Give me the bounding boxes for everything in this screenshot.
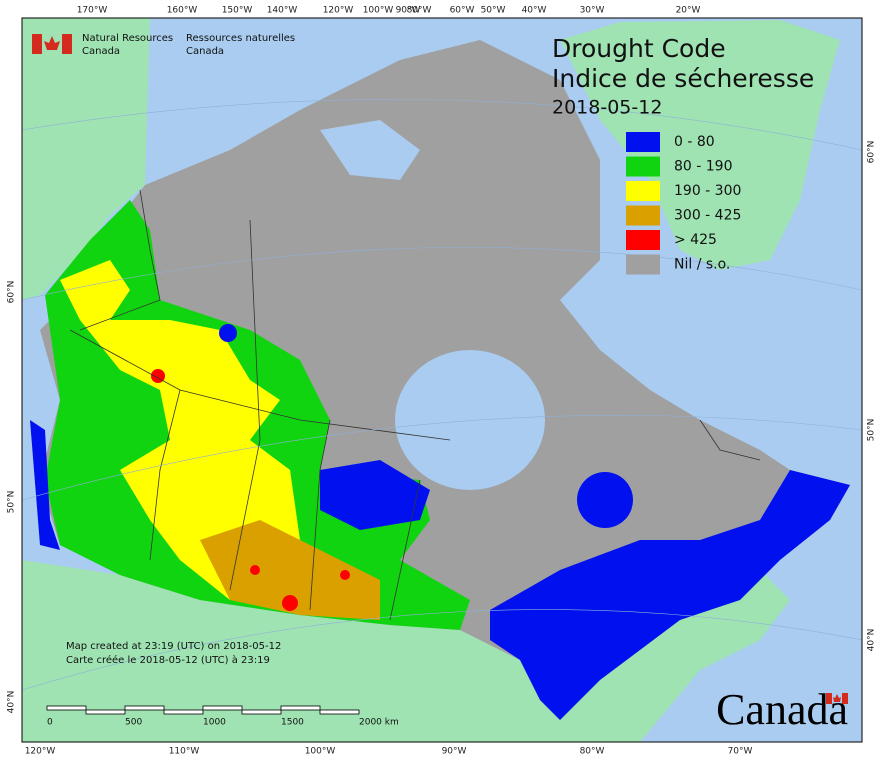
longitude-label: 60°W (450, 6, 475, 16)
flag-bar (826, 693, 832, 704)
canada-wordmark: Canada (716, 685, 848, 734)
maple-leaf (44, 36, 60, 50)
drought-class-5 (340, 570, 350, 580)
longitude-label: 90°W (396, 6, 421, 16)
longitude-label: 160°W (167, 6, 198, 16)
scale-label: 0 (47, 718, 53, 728)
longitude-label: 100°W (363, 6, 394, 16)
scale-label: 1500 (281, 718, 304, 728)
legend-label: > 425 (674, 232, 717, 248)
frame-border (21, 17, 863, 743)
drought-class-1 (320, 460, 430, 530)
drought-class-1 (577, 472, 633, 528)
drought-class-5 (250, 565, 260, 575)
latitude-label: 50°N (867, 419, 877, 442)
longitude-label: 140°W (267, 6, 298, 16)
scale-segment (163, 709, 204, 715)
scale-segment (241, 709, 282, 715)
drought-class-1 (30, 420, 60, 550)
drought-class-4 (200, 520, 380, 620)
title: Drought Code (552, 34, 726, 63)
scale-segment (280, 705, 321, 711)
scale-label: 2000 km (359, 718, 399, 728)
legend-swatch (626, 156, 660, 177)
longitude-label: 100°W (305, 747, 336, 757)
longitude-label: 150°W (222, 6, 253, 16)
footer-note: Map created at 23:19 (UTC) on 2018-05-12 (66, 641, 281, 652)
wordmark: Canada (716, 685, 848, 734)
longitude-label: 20°W (676, 6, 701, 16)
latitude-label: 40°N (7, 691, 17, 714)
legend-label: 190 - 300 (674, 183, 741, 199)
drought-class-1 (219, 324, 237, 342)
longitude-label: 120°W (25, 747, 56, 757)
title: Indice de sécheresse (552, 64, 814, 93)
legend-swatch (626, 205, 660, 226)
usa (22, 560, 790, 742)
longitude-label: 120°W (323, 6, 354, 16)
scale-label: 500 (125, 718, 142, 728)
arctic-channel (320, 120, 420, 180)
legend-label: 0 - 80 (674, 134, 715, 150)
latitude-label: 40°N (867, 629, 877, 652)
scale-label: 1000 (203, 718, 226, 728)
legend-swatch (626, 254, 660, 275)
longitude-label: 90°W (442, 747, 467, 757)
agency-en: Natural Resources (82, 33, 173, 44)
latitude-label: 60°N (7, 281, 17, 304)
scale-segment (85, 709, 126, 715)
longitude-label: 170°W (77, 6, 108, 16)
scale-segment (202, 705, 243, 711)
legend-label: 300 - 425 (674, 208, 741, 224)
drought-class-5 (282, 595, 298, 611)
map-frame (21, 18, 863, 742)
legend-label: Nil / s.o. (674, 257, 730, 273)
agency-fr: Canada (186, 46, 224, 57)
alaska (22, 18, 150, 300)
longitude-label: 110°W (169, 747, 200, 757)
hudson-bay (395, 350, 545, 490)
legend: 0 - 80 80 - 190 190 - 300 300 - 425 > 425 Nil… (626, 132, 741, 275)
longitude-label: 40°W (522, 6, 547, 16)
drought-class-1 (490, 470, 850, 720)
maple-leaf (833, 694, 841, 702)
latitude-label: 60°N (867, 141, 877, 164)
scale-segment (319, 709, 360, 715)
longitude-label: 80°W (580, 747, 605, 757)
longitude-label: 70°W (728, 747, 753, 757)
flag-bar (32, 34, 42, 54)
drought-class-3 (60, 260, 320, 600)
flag-bar (62, 34, 72, 54)
scale-segment (124, 705, 165, 711)
agency-en: Canada (82, 46, 120, 57)
legend-swatch (626, 230, 660, 250)
agency-fr: Ressources naturelles (186, 33, 295, 44)
legend-label: 80 - 190 (674, 159, 733, 175)
borders (69, 189, 761, 621)
scale-segment (46, 705, 87, 711)
graticule (21, 99, 863, 691)
scale-bar: 0 500 1000 1500 2000 km (46, 705, 399, 728)
latitude-label: 50°N (7, 491, 17, 514)
legend-swatch (626, 181, 660, 201)
longitude-label: 50°W (481, 6, 506, 16)
date: 2018-05-12 (552, 97, 662, 119)
footer-note: Carte créée le 2018-05-12 (UTC) à 23:19 (66, 654, 270, 666)
longitude-label: 80°W (407, 6, 432, 16)
longitude-label: 30°W (580, 6, 605, 16)
greenland (560, 20, 840, 270)
header: Natural Resources Canada Ressources natu… (32, 33, 295, 57)
flag-bar (842, 693, 848, 704)
coordinate-labels: 170°W 160°W 150°W 140°W 120°W 100°W 90°W80°W 60… (7, 6, 877, 757)
legend-swatch (626, 132, 660, 152)
